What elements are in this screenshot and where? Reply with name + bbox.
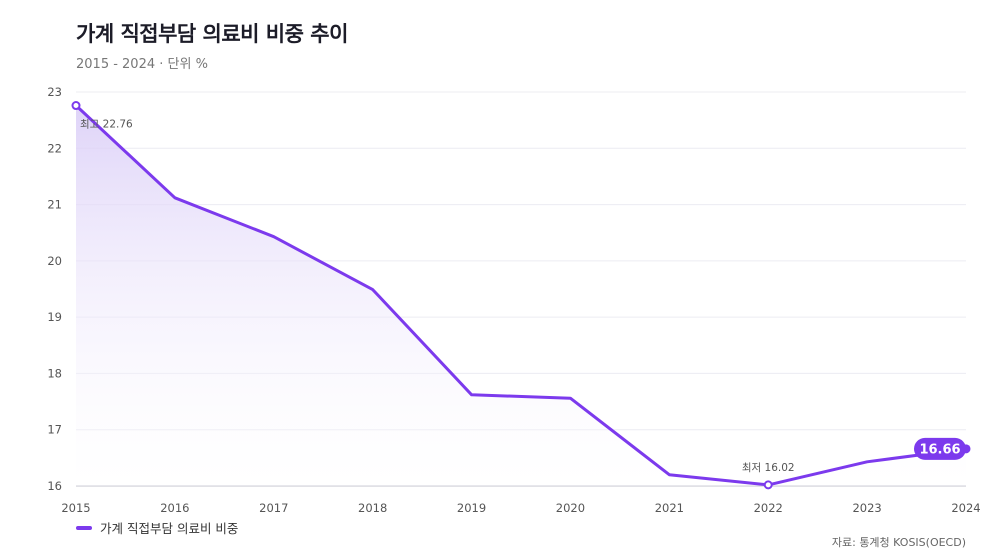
last-value-badge bbox=[914, 437, 966, 460]
legend-label: 가계 직접부담 의료비 비중 bbox=[100, 521, 239, 536]
chart-title: 가계 직접부담 의료비 비중 추이 bbox=[76, 22, 348, 46]
x-tick-label: 2020 bbox=[556, 501, 585, 515]
area-fill bbox=[76, 105, 966, 486]
x-axis: 2015 2016 2017 2018 2019 2020 2021 2022 2023 2024 bbox=[61, 501, 980, 515]
legend: 가계 직접부담 의료비 비중 bbox=[76, 518, 238, 537]
chart-subtitle: 2015 - 2024 · 단위 % bbox=[76, 57, 208, 72]
min-annotation: 최저 16.02 bbox=[742, 462, 795, 474]
legend-swatch bbox=[76, 525, 92, 530]
annotations: 최고 22.76 최저 16.02 16.66 bbox=[80, 119, 966, 474]
x-tick-label: 2022 bbox=[754, 501, 783, 515]
data-point-max bbox=[71, 101, 81, 111]
y-axis: 16 17 18 19 20 21 22 23 bbox=[47, 85, 62, 493]
last-value-label: 16.66 bbox=[919, 442, 960, 457]
x-tick-label: 2019 bbox=[457, 501, 486, 515]
y-tick-label: 16 bbox=[47, 479, 62, 493]
source-note: 자료: 통계청 KOSIS(OECD) bbox=[831, 536, 966, 549]
x-tick-label: 2017 bbox=[259, 501, 288, 515]
data-point-min bbox=[763, 480, 773, 490]
y-tick-label: 18 bbox=[47, 366, 62, 380]
x-tick-label: 2018 bbox=[358, 501, 387, 515]
y-tick-label: 21 bbox=[47, 198, 62, 212]
y-tick-label: 19 bbox=[47, 310, 62, 324]
y-tick-label: 20 bbox=[47, 254, 62, 268]
y-tick-label: 17 bbox=[47, 423, 62, 437]
y-tick-label: 23 bbox=[47, 85, 62, 99]
series-line bbox=[74, 104, 968, 487]
max-annotation: 최고 22.76 bbox=[80, 119, 133, 131]
x-tick-label: 2021 bbox=[655, 501, 684, 515]
x-tick-label: 2015 bbox=[61, 501, 90, 515]
y-tick-label: 22 bbox=[47, 141, 62, 155]
x-tick-label: 2023 bbox=[852, 501, 881, 515]
x-tick-label: 2016 bbox=[160, 501, 189, 515]
x-tick-label: 2024 bbox=[951, 501, 980, 515]
